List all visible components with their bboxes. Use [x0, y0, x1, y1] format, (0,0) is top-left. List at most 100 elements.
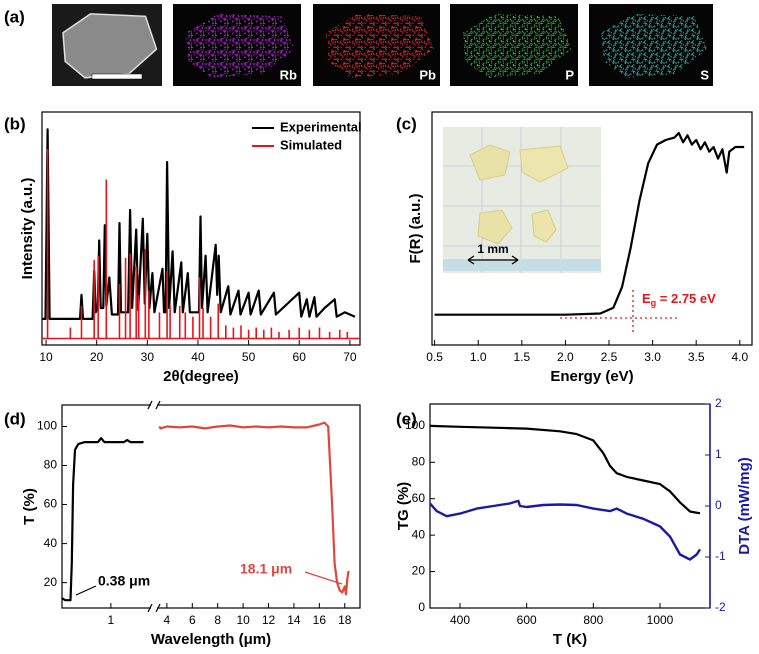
axis-break — [151, 606, 157, 610]
data-line — [429, 424, 701, 515]
panel-label: (a) — [4, 7, 25, 26]
x-tick-label: 2.0 — [557, 350, 574, 364]
eg-symbol: E — [642, 291, 651, 306]
inset-bg — [443, 127, 601, 273]
map-label: Rb — [280, 67, 297, 82]
y2-axis-title: DTA (mW/mg) — [736, 457, 753, 554]
plot-frame — [41, 111, 361, 346]
x-tick-label: 40 — [191, 350, 205, 364]
y-tick-label: 0 — [418, 600, 425, 614]
x-axis-title: 2θ(degree) — [163, 368, 239, 385]
map-region — [325, 13, 434, 78]
plot-frame — [429, 403, 711, 609]
x-axis-title: T (K) — [553, 631, 587, 648]
y-tick-label: 100 — [37, 419, 57, 433]
data-line — [434, 131, 745, 316]
data-line — [61, 437, 144, 602]
x-tick-label: 800 — [583, 613, 603, 627]
break-mark — [147, 400, 161, 613]
y-tick-label: 20 — [44, 575, 58, 589]
x-tick-label: 50 — [242, 350, 256, 364]
eg-value: = 2.75 eV — [656, 291, 716, 306]
x-tick-label: 1.0 — [470, 350, 487, 364]
x-axis-title: Energy (eV) — [550, 368, 633, 385]
annotation: 0.38 μm — [98, 573, 150, 589]
x-tick-label: 1 — [108, 613, 115, 627]
x-tick-label: 70 — [343, 350, 357, 364]
band-gap-label: Eg = 2.75 eV — [642, 291, 716, 308]
x-tick-label: 1.5 — [513, 350, 530, 364]
x-tick-label: 1000 — [647, 613, 674, 627]
y-tick-label: 40 — [412, 527, 426, 541]
x-tick-label: 3.0 — [644, 350, 661, 364]
map-region — [185, 13, 295, 78]
y-tick-label: -2 — [715, 600, 726, 614]
y-axis-title: F(R) (a.u.) — [407, 194, 424, 264]
x-tick-label: 2.5 — [601, 350, 618, 364]
annotation: 18.1 μm — [240, 561, 292, 577]
panel-label: (d) — [4, 409, 26, 428]
x-tick-label: 4 — [164, 613, 171, 627]
x-tick-label: 6 — [189, 613, 196, 627]
y-tick-label: 80 — [44, 458, 58, 472]
map-region — [601, 13, 707, 78]
scale-bar — [91, 73, 143, 80]
panel-label: (b) — [4, 114, 26, 133]
x-tick-label: 0.5 — [426, 350, 443, 364]
x-tick-label: 14 — [287, 613, 301, 627]
scale-arrow — [467, 255, 519, 265]
y-tick-label: 60 — [412, 491, 426, 505]
y-tick-label: 60 — [44, 497, 58, 511]
data-line — [42, 128, 356, 320]
x-tick-label: 18 — [338, 613, 352, 627]
x-tick-label: 600 — [517, 613, 537, 627]
inset-stripe — [443, 259, 601, 271]
x-tick-label: 400 — [450, 613, 470, 627]
map-label: Pb — [419, 67, 436, 82]
eg-subscript: g — [651, 298, 657, 308]
crystal — [519, 145, 569, 183]
inset-label: 1 mm — [477, 242, 508, 256]
x-tick-label: 16 — [313, 613, 327, 627]
x-tick-label: 60 — [293, 350, 307, 364]
panel-label: (c) — [396, 114, 417, 133]
y-tick-label: 1 — [715, 447, 722, 461]
y-axis-title: TG (%) — [395, 482, 412, 530]
x-tick-label: 3.5 — [688, 350, 705, 364]
x-axis-title: Wavelength (μm) — [151, 631, 271, 648]
plot-frame — [431, 111, 753, 346]
y-tick-label: 40 — [44, 536, 58, 550]
y-tick-label: -1 — [715, 549, 726, 563]
y-axis-title: Intensity (a.u.) — [19, 178, 36, 280]
crystal — [477, 209, 513, 245]
x-tick-label: 10 — [39, 350, 53, 364]
x-tick-label: 10 — [236, 613, 250, 627]
x-tick-label: 30 — [141, 350, 155, 364]
data-line — [158, 421, 350, 596]
map-region — [462, 13, 572, 78]
annotation-arrow — [75, 585, 97, 596]
axis-break — [151, 403, 157, 407]
inset-photo: 1 mm — [443, 127, 601, 273]
panel-label: (e) — [396, 409, 417, 428]
y-tick-label: 80 — [412, 454, 426, 468]
x-tick-label: 12 — [262, 613, 276, 627]
legend-label: Experimental — [280, 119, 362, 134]
extrapolation-line — [560, 290, 680, 332]
crystal — [469, 144, 511, 181]
y-tick-label: 100 — [405, 418, 425, 432]
x-tick-label: 4.0 — [731, 350, 748, 364]
y-tick-label: 0 — [715, 498, 722, 512]
x-tick-label: 20 — [90, 350, 104, 364]
data-line — [429, 499, 702, 561]
crystal — [531, 209, 557, 243]
map-label: P — [565, 67, 574, 82]
y-tick-label: 20 — [412, 564, 426, 578]
sem-crystal — [62, 13, 158, 79]
legend-label: Simulated — [280, 137, 342, 152]
plot-frame — [61, 404, 361, 609]
x-tick-label: 8 — [214, 613, 221, 627]
y-tick-label: 2 — [715, 396, 722, 410]
